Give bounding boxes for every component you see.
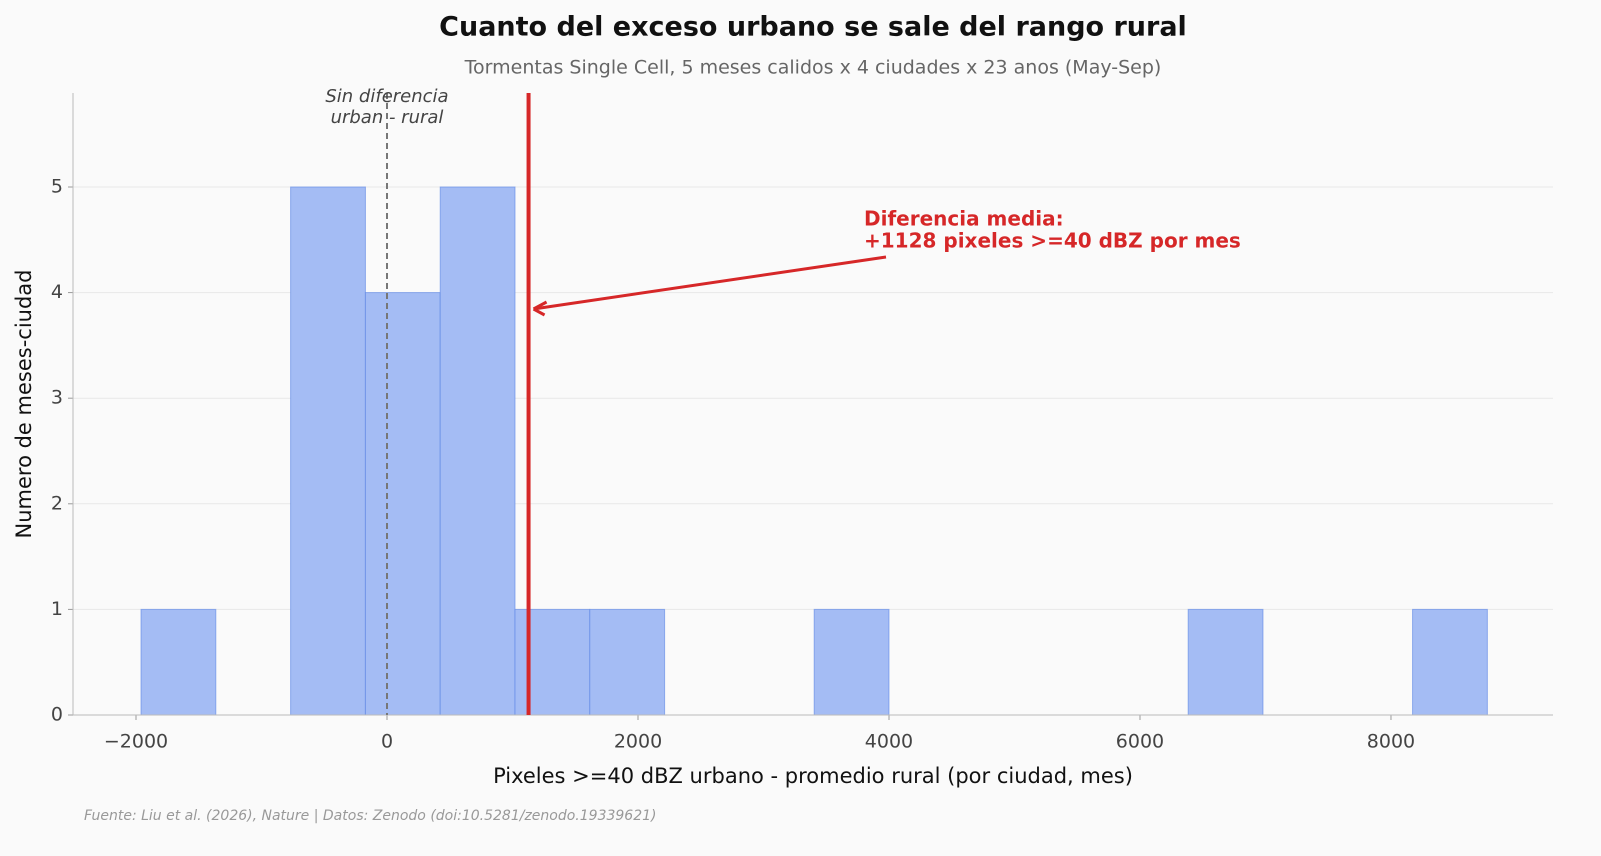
x-tick-label: 6000 [1116, 731, 1164, 753]
arrow-head [532, 300, 548, 317]
bar [290, 186, 366, 716]
reference-label: urban - rural [331, 107, 444, 128]
bar [514, 608, 591, 716]
bar [439, 186, 516, 716]
bar [1187, 608, 1264, 716]
y-axis-label: Numero de meses-ciudad [12, 270, 36, 539]
x-tick-label: 0 [381, 731, 393, 753]
y-tick-label: 4 [51, 281, 63, 303]
y-tick-label: 2 [51, 492, 63, 514]
x-tick-label: 2000 [614, 731, 662, 753]
bar [589, 608, 666, 716]
chart-subtitle: Tormentas Single Cell, 5 meses calidos x… [464, 57, 1162, 79]
x-tick-label: 4000 [865, 731, 913, 753]
x-tick-label: −2000 [104, 731, 168, 753]
x-tick-label: 8000 [1367, 731, 1415, 753]
bar [140, 608, 217, 716]
y-tick-label: 3 [51, 387, 63, 409]
y-tick-label: 0 [51, 704, 63, 726]
bar [364, 292, 441, 716]
y-tick-label: 1 [51, 598, 63, 620]
chart-title: Cuanto del exceso urbano se sale del ran… [439, 12, 1187, 43]
mean-label: +1128 pixeles >=40 dBZ por mes [864, 229, 1241, 253]
annotation-arrow [533, 255, 887, 311]
x-axis-label: Pixeles >=40 dBZ urbano - promedio rural… [493, 764, 1133, 788]
mean-label: Diferencia media: [864, 207, 1064, 231]
source-note: Fuente: Liu et al. (2026), Nature | Dato… [84, 808, 656, 824]
y-tick-label: 5 [51, 175, 63, 197]
bar [1412, 608, 1488, 716]
reference-label: Sin diferencia [325, 86, 448, 107]
bar [813, 608, 890, 716]
